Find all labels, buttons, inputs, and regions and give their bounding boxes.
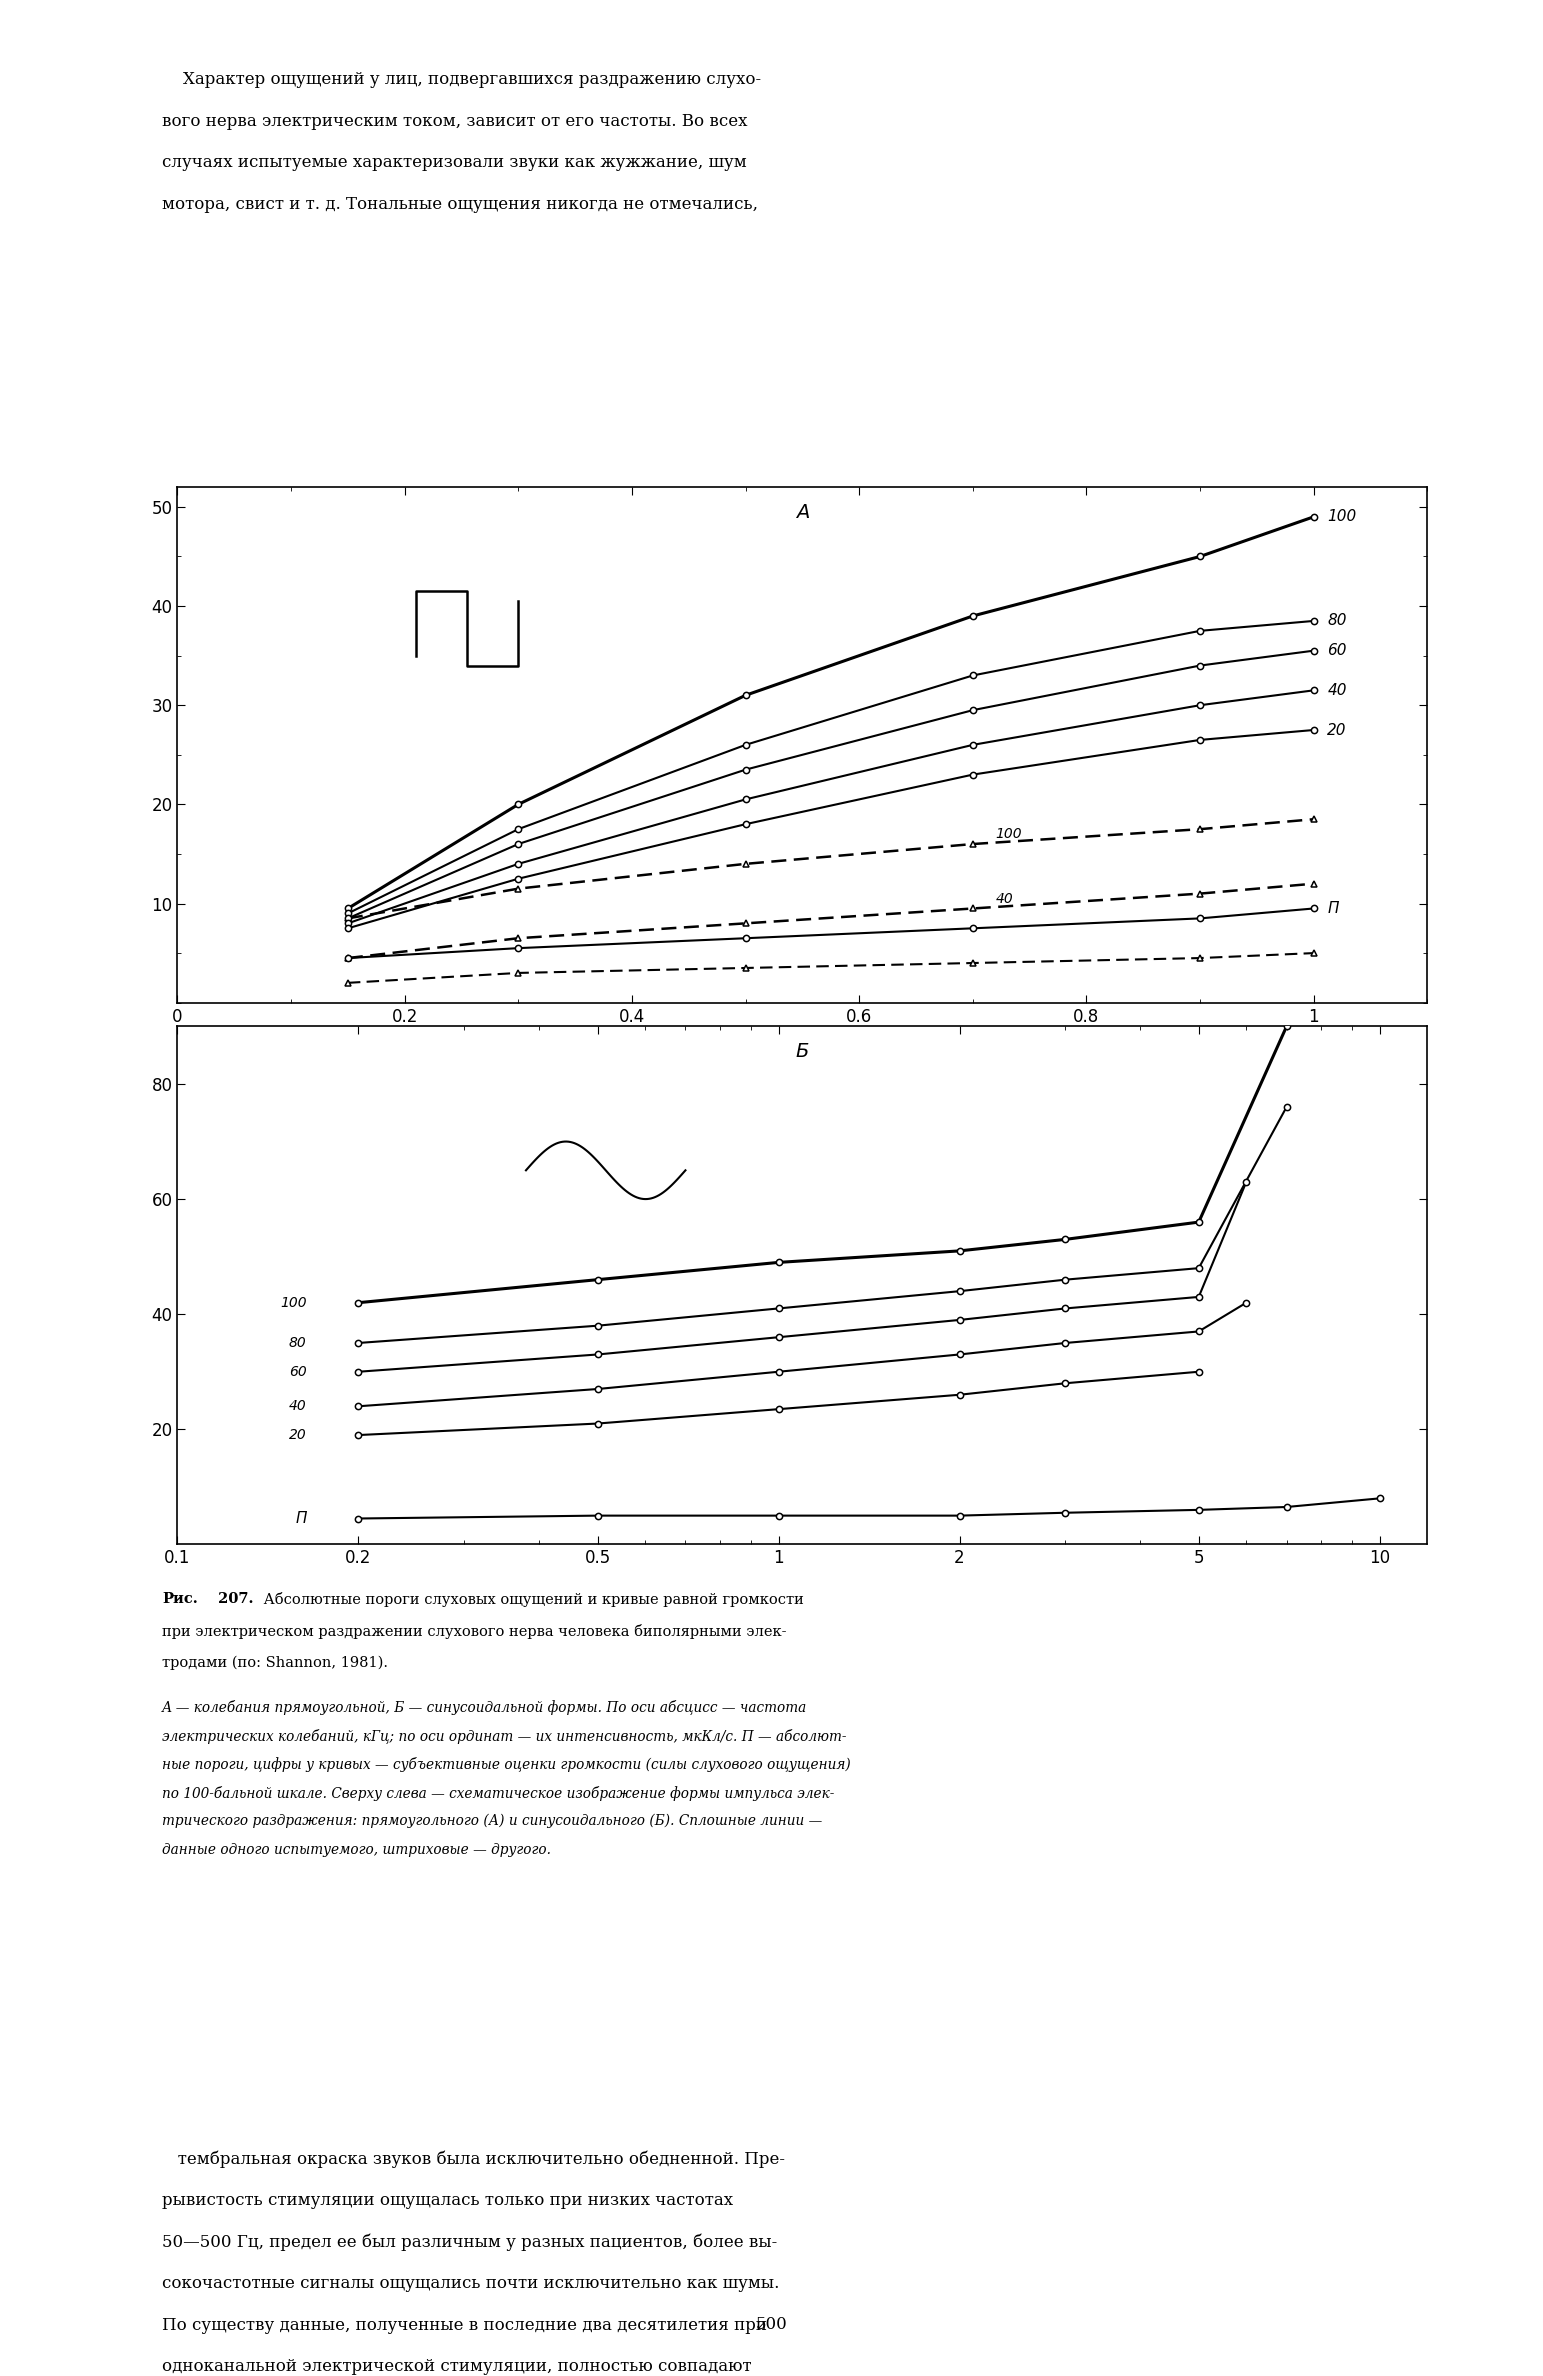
Text: 100: 100: [1327, 508, 1356, 525]
Text: Б: Б: [796, 1043, 809, 1062]
Text: Абсолютные пороги слуховых ощущений и кривые равной громкости: Абсолютные пороги слуховых ощущений и кр…: [259, 1592, 804, 1606]
Text: мотора, свист и т. д. Тональные ощущения никогда не отмечались,: мотора, свист и т. д. Тональные ощущения…: [162, 197, 758, 214]
Text: По существу данные, полученные в последние два десятилетия при: По существу данные, полученные в последн…: [162, 2317, 767, 2333]
Text: 100: 100: [995, 827, 1021, 841]
Text: по 100-бальной шкале. Сверху слева — схематическое изображение формы импульса эл: по 100-бальной шкале. Сверху слева — схе…: [162, 1787, 835, 1801]
Text: 60: 60: [1327, 644, 1347, 658]
Text: электрических колебаний, кГц; по оси ординат — их интенсивность, мкКл/с. П — абс: электрических колебаний, кГц; по оси орд…: [162, 1730, 847, 1744]
Text: 80: 80: [1327, 613, 1347, 627]
Text: трического раздражения: прямоугольного (А) и синусоидального (Б). Сплошные линии: трического раздражения: прямоугольного (…: [162, 1815, 822, 1830]
Text: 20: 20: [289, 1428, 307, 1442]
Text: 40: 40: [1327, 682, 1347, 699]
Text: Характер ощущений у лиц, подвергавшихся раздражению слухо-: Характер ощущений у лиц, подвергавшихся …: [162, 71, 761, 88]
Text: данные одного испытуемого, штриховые — другого.: данные одного испытуемого, штриховые — д…: [162, 1844, 551, 1856]
Text: А: А: [796, 504, 809, 523]
Text: 100: 100: [279, 1295, 307, 1309]
Text: 60: 60: [289, 1364, 307, 1378]
Text: 40: 40: [289, 1399, 307, 1414]
Text: Рис.: Рис.: [162, 1592, 198, 1606]
Text: ные пороги, цифры у кривых — субъективные оценки громкости (силы слухового ощуще: ные пороги, цифры у кривых — субъективны…: [162, 1758, 850, 1772]
Text: одноканальной электрической стимуляции, полностью совпадают: одноканальной электрической стимуляции, …: [162, 2357, 751, 2376]
Text: 80: 80: [289, 1335, 307, 1350]
Text: П: П: [1327, 901, 1339, 917]
Text: тродами (по: Shannon, 1981).: тродами (по: Shannon, 1981).: [162, 1656, 387, 1670]
Text: случаях испытуемые характеризовали звуки как жужжание, шум: случаях испытуемые характеризовали звуки…: [162, 154, 747, 171]
Text: П: П: [295, 1511, 307, 1525]
Text: при электрическом раздражении слухового нерва человека биполярными элек-: при электрическом раздражении слухового …: [162, 1625, 787, 1639]
Text: рывистость стимуляции ощущалась только при низких частотах: рывистость стимуляции ощущалась только п…: [162, 2191, 733, 2210]
Text: А — колебания прямоугольной, Б — синусоидальной формы. По оси абсцисс — частота: А — колебания прямоугольной, Б — синусои…: [162, 1701, 807, 1715]
Text: тембральная окраска звуков была исключительно обедненной. Пре-: тембральная окраска звуков была исключит…: [162, 2150, 785, 2167]
Text: вого нерва электрическим током, зависит от его частоты. Во всех: вого нерва электрическим током, зависит …: [162, 114, 747, 131]
Text: сокочастотные сигналы ощущались почти исключительно как шумы.: сокочастотные сигналы ощущались почти ис…: [162, 2276, 779, 2293]
Text: 50—500 Гц, предел ее был различным у разных пациентов, более вы-: 50—500 Гц, предел ее был различным у раз…: [162, 2233, 778, 2250]
Text: 500: 500: [756, 2317, 787, 2333]
Text: 207.: 207.: [213, 1592, 253, 1606]
Text: 40: 40: [995, 891, 1014, 905]
Text: 20: 20: [1327, 722, 1347, 737]
